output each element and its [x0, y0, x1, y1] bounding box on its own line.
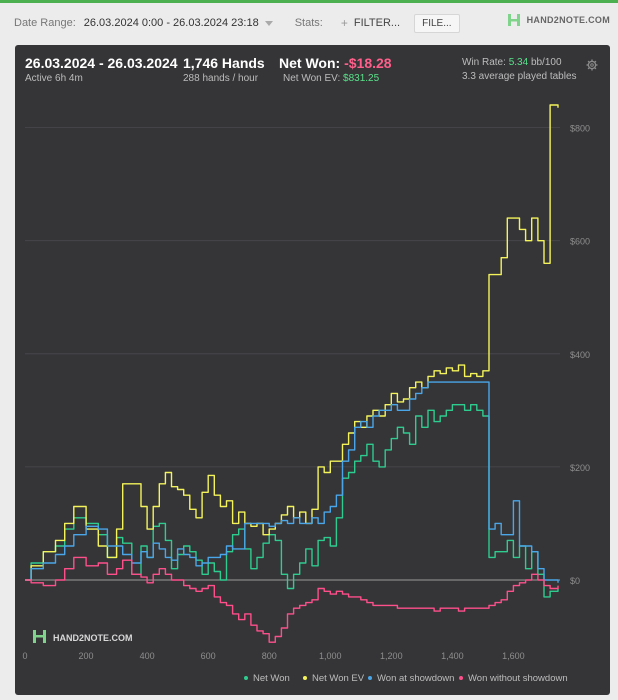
- x-tick-label: 1,600: [502, 651, 525, 661]
- graph-panel: 26.03.2024 - 26.03.2024 Active 6h 4m 1,7…: [15, 45, 610, 695]
- x-tick-label: 1,200: [380, 651, 403, 661]
- series-line-0: [25, 404, 559, 598]
- y-tick-label: $200: [570, 463, 590, 473]
- hands-count: 1,746 Hands: [183, 55, 265, 71]
- legend-label[interactable]: Won without showdown: [468, 673, 568, 684]
- winrate-value: 5.34: [508, 57, 529, 68]
- x-tick-label: 400: [140, 651, 155, 661]
- legend-label[interactable]: Net Won EV: [312, 673, 365, 684]
- brand-name: HAND2NOTE.COM: [526, 15, 610, 25]
- ev-value: $831.25: [343, 73, 380, 84]
- file-button[interactable]: FILE...: [414, 13, 460, 33]
- winrate-unit: bb/100: [530, 57, 562, 68]
- date-range-selector[interactable]: 26.03.2024 0:00 - 26.03.2024 23:18: [84, 17, 273, 29]
- x-tick-label: 200: [79, 651, 94, 661]
- stats-label: Stats:: [294, 17, 323, 29]
- filter-button-label: FILTER...: [353, 17, 401, 29]
- hands-rate: 288 hands / hour: [183, 73, 259, 84]
- winrate-summary: Win Rate: 5.34 bb/100: [462, 57, 562, 68]
- ev-summary: Net Won EV: $831.25: [283, 73, 379, 84]
- x-tick-label: 1,000: [319, 651, 342, 661]
- date-range-value: 26.03.2024 0:00 - 26.03.2024 23:18: [83, 17, 259, 29]
- net-won-summary: Net Won: -$18.28: [279, 55, 392, 71]
- net-won-value: -$18.28: [344, 55, 392, 71]
- logo-mark-icon: [507, 14, 520, 26]
- gear-icon[interactable]: [586, 59, 598, 71]
- legend-marker: [459, 676, 463, 680]
- chevron-down-icon: [264, 20, 273, 26]
- watermark-text: HAND2NOTE.COM: [53, 633, 133, 643]
- legend-marker: [368, 676, 372, 680]
- legend-marker: [244, 676, 248, 680]
- brand-logo: HAND2NOTE.COM: [506, 12, 610, 28]
- series-line-1: [25, 104, 559, 581]
- watermark-logo-icon: [33, 630, 36, 643]
- date-range-label: Date Range:: [14, 17, 76, 29]
- avg-tables: 3.3 average played tables: [462, 71, 577, 82]
- series-line-2: [25, 381, 559, 583]
- watermark-logo-icon: [43, 630, 46, 643]
- x-tick-label: 800: [262, 651, 277, 661]
- active-time: Active 6h 4m: [25, 73, 83, 84]
- legend-marker: [303, 676, 307, 680]
- plus-icon: +: [340, 16, 348, 30]
- period-title: 26.03.2024 - 26.03.2024: [25, 55, 178, 71]
- watermark-logo-icon: [35, 635, 44, 638]
- y-tick-label: $800: [570, 124, 590, 134]
- x-tick-label: 1,400: [441, 651, 464, 661]
- legend-label[interactable]: Won at showdown: [377, 673, 454, 684]
- y-tick-label: $400: [570, 350, 590, 360]
- y-tick-label: $600: [570, 237, 590, 247]
- legend-label[interactable]: Net Won: [253, 673, 290, 684]
- filter-button[interactable]: + FILTER...: [335, 13, 406, 33]
- ev-label: Net Won EV:: [283, 73, 341, 84]
- y-tick-label: $0: [570, 576, 580, 586]
- x-tick-label: 600: [201, 651, 216, 661]
- toolbar: Date Range: 26.03.2024 0:00 - 26.03.2024…: [0, 3, 618, 43]
- profit-chart: $0 $200 $400 $600 $800 0 200 400 600 800 1,000 1,20…: [22, 104, 590, 684]
- accent-bar: [0, 0, 618, 3]
- series-line-3: [25, 556, 559, 643]
- x-tick-label: 0: [22, 651, 27, 661]
- net-won-label: Net Won:: [279, 55, 341, 71]
- winrate-label: Win Rate:: [462, 57, 506, 68]
